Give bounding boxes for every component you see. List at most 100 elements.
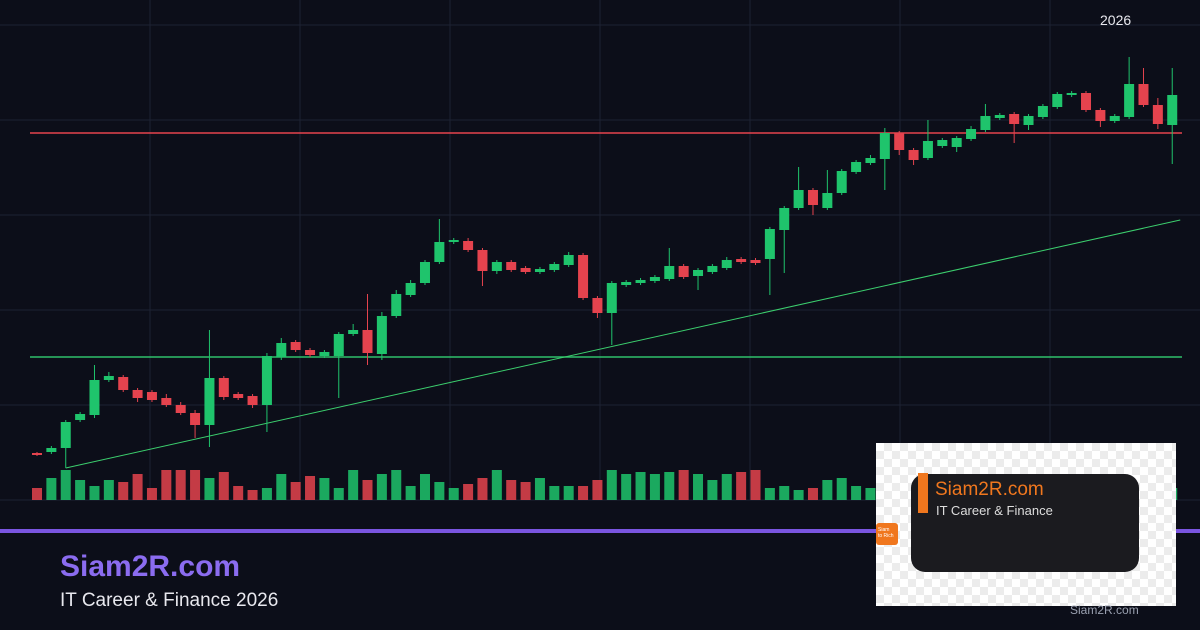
- candle-body: [894, 133, 905, 150]
- candle-body: [362, 330, 373, 353]
- volume-bar: [807, 488, 818, 500]
- candle-body: [463, 241, 474, 250]
- candle-body: [376, 316, 387, 354]
- icon-text: Siam: [878, 527, 890, 533]
- volume-bar: [261, 488, 272, 500]
- volume-bar: [578, 486, 589, 500]
- candle-body: [563, 255, 574, 265]
- volume-bar: [793, 490, 804, 500]
- candle-body: [233, 394, 244, 398]
- candle-body: [175, 405, 186, 413]
- candle-body: [1167, 95, 1178, 125]
- caption: Siam2R.com: [1070, 603, 1139, 617]
- volume-bar: [305, 476, 316, 500]
- candle-body: [707, 266, 718, 272]
- volume-bar: [506, 480, 517, 500]
- candle-body: [807, 190, 818, 205]
- candle-body: [1124, 84, 1135, 117]
- candle-body: [779, 208, 790, 230]
- volume-bar: [132, 474, 143, 500]
- candle-body: [793, 190, 804, 208]
- candle-body: [319, 352, 330, 356]
- volume-bar: [233, 486, 244, 500]
- candle-body: [146, 392, 157, 400]
- candle-body: [290, 342, 301, 350]
- candle-body: [937, 140, 948, 146]
- volume-bar: [822, 480, 833, 500]
- candle-body: [736, 259, 747, 262]
- volume-bar: [319, 478, 330, 500]
- volume-bar: [635, 472, 646, 500]
- volume-bar: [46, 478, 57, 500]
- candle-body: [204, 378, 215, 425]
- candle-body: [132, 390, 143, 398]
- candle-body: [1023, 116, 1034, 125]
- candle-body: [491, 262, 502, 271]
- trend-line: [65, 219, 1181, 469]
- period-label: 2026: [1100, 12, 1132, 28]
- candle-body: [1052, 94, 1063, 107]
- candle-body: [549, 264, 560, 270]
- candle-body: [118, 377, 129, 390]
- candle-body: [103, 376, 114, 380]
- candle-body: [333, 334, 344, 356]
- volume-bar: [348, 470, 359, 500]
- volume-bar: [75, 480, 86, 500]
- volume-bar: [736, 472, 747, 500]
- candle-body: [261, 356, 272, 405]
- candle-body: [966, 129, 977, 139]
- candle-body: [520, 268, 531, 272]
- candle-body: [1095, 110, 1106, 121]
- candle-body: [75, 414, 86, 420]
- volume-bar: [764, 488, 775, 500]
- volume-bar: [290, 482, 301, 500]
- logo-icon: Siam to Rich: [876, 523, 898, 545]
- icon-text: to Rich: [878, 533, 894, 539]
- volume-bar: [836, 478, 847, 500]
- volume-bar: [247, 490, 258, 500]
- volume-bar: [606, 470, 617, 500]
- volume-bar: [333, 488, 344, 500]
- volume-bar: [175, 470, 186, 500]
- volume-bar: [60, 470, 71, 500]
- candle-body: [89, 380, 100, 415]
- volume-bar: [118, 482, 129, 500]
- volume-bar: [463, 484, 474, 500]
- candle-body: [305, 350, 316, 355]
- volume-bar: [405, 486, 416, 500]
- volume-bar: [621, 474, 632, 500]
- volume-bar: [851, 486, 862, 500]
- candle-body: [60, 422, 71, 448]
- volume-bar: [693, 474, 704, 500]
- candle-body: [649, 277, 660, 281]
- candle-body: [1009, 114, 1020, 124]
- volume-bar: [89, 486, 100, 500]
- volume-bar: [592, 480, 603, 500]
- volume-bar: [664, 472, 675, 500]
- candle-body: [721, 260, 732, 268]
- volume-bar: [520, 482, 531, 500]
- candle-body: [434, 242, 445, 262]
- candle-body: [1037, 106, 1048, 117]
- candle-body: [908, 150, 919, 160]
- volume-bar: [376, 474, 387, 500]
- volume-bar: [678, 470, 689, 500]
- volume-bar: [721, 474, 732, 500]
- volume-bar: [434, 482, 445, 500]
- candle-body: [664, 266, 675, 279]
- candle-body: [678, 266, 689, 277]
- volume-bar: [477, 478, 488, 500]
- volume-bar: [103, 480, 114, 500]
- candle-body: [578, 255, 589, 298]
- candle-body: [822, 193, 833, 208]
- volume-bar: [146, 488, 157, 500]
- candle-body: [534, 269, 545, 272]
- logo-card: [911, 474, 1139, 572]
- volume-bar: [549, 486, 560, 500]
- volume-bar: [32, 488, 42, 500]
- grid: [0, 0, 1200, 501]
- candle-body: [851, 162, 862, 172]
- candle-body: [218, 378, 229, 397]
- candle-body: [1138, 84, 1149, 105]
